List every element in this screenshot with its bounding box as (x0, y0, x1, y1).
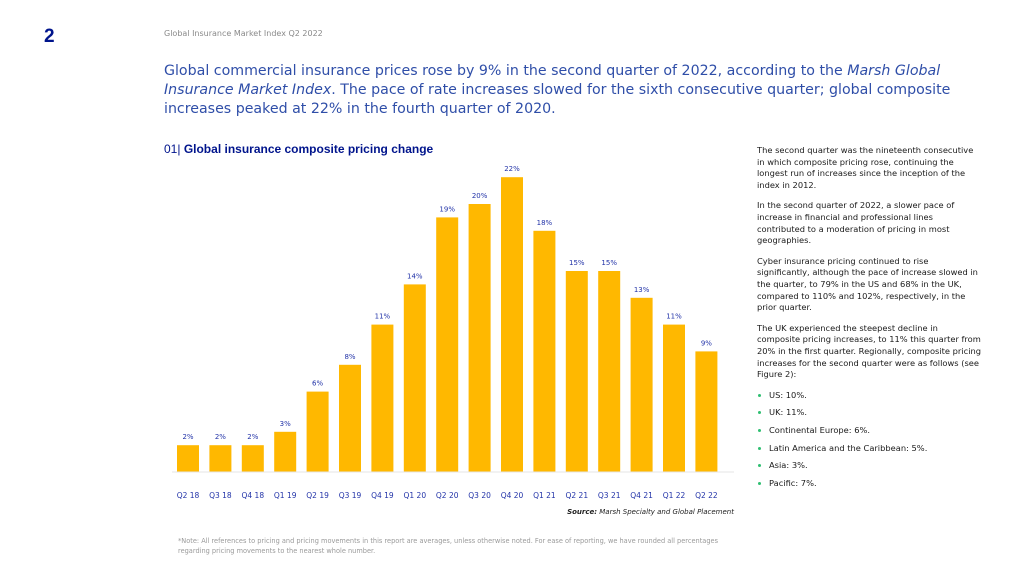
lead-text-1: Global commercial insurance prices rose … (164, 63, 848, 79)
bar-q4-19 (371, 324, 394, 472)
x-tick-label: Q1 21 (533, 491, 556, 500)
bar-q4-20 (501, 177, 523, 472)
bar-q2-21 (565, 271, 588, 472)
x-tick-label: Q1 22 (663, 491, 686, 500)
data-label: 11% (375, 313, 391, 321)
figure-title-text: Global insurance composite pricing chang… (183, 142, 434, 156)
x-tick-label: Q2 19 (306, 491, 329, 500)
list-item-text: Latin America and the Caribbean: 5%. (769, 442, 928, 453)
bullet-icon (758, 429, 761, 433)
data-label: 11% (666, 313, 682, 321)
list-item-text: Pacific: 7%. (769, 478, 817, 489)
data-label: 2% (182, 433, 193, 441)
data-label: 19% (439, 205, 455, 213)
x-tick-label: Q1 19 (274, 491, 297, 500)
x-tick-labels-group: Q2 18 Q3 18 Q4 18 Q1 19 Q2 19 Q3 19 Q4 19 Q1 20… (177, 491, 718, 500)
data-label: 2% (215, 433, 226, 441)
list-item: UK: 11%. (757, 407, 983, 419)
source-text: Marsh Specialty and Global Placement (597, 508, 734, 516)
bar-q2-18 (177, 445, 199, 472)
bar-q1-22 (663, 324, 685, 472)
sidebar-paragraph: In the second quarter of 2022, a slower … (757, 200, 955, 246)
list-item: Asia: 3%. (757, 460, 983, 472)
data-label: 13% (634, 286, 650, 294)
data-label: 20% (472, 192, 488, 200)
x-tick-label: Q3 19 (339, 491, 362, 500)
x-tick-label: Q2 22 (695, 491, 718, 500)
lead-paragraph: Global commercial insurance prices rose … (164, 62, 964, 119)
list-item-text: Asia: 3%. (769, 460, 808, 471)
x-tick-label: Q3 21 (598, 491, 621, 500)
bar-q2-22 (695, 351, 718, 472)
x-tick-label: Q4 19 (371, 491, 394, 500)
sidebar-paragraph: Cyber insurance pricing continued to ris… (757, 255, 978, 313)
bar-q2-20 (436, 217, 459, 472)
data-label: 18% (537, 219, 553, 227)
data-label: 9% (701, 339, 712, 347)
bar-q3-18 (209, 445, 232, 472)
x-tick-label: Q4 21 (630, 491, 653, 500)
x-tick-label: Q2 21 (565, 491, 588, 500)
data-label: 2% (247, 433, 258, 441)
data-label: 15% (569, 259, 585, 267)
bar-q4-18 (241, 445, 264, 472)
regional-pricing-list: US: 10%. UK: 11%. Continental Europe: 6%… (757, 390, 983, 490)
list-item: US: 10%. (757, 390, 983, 402)
list-item: Continental Europe: 6%. (757, 425, 983, 437)
x-tick-label: Q3 20 (468, 491, 491, 500)
bars-group (177, 177, 718, 472)
x-tick-label: Q3 18 (209, 491, 232, 500)
data-label: 3% (280, 420, 291, 428)
pricing-bar-chart: 2% 2% 2% 3% 6% 8% 11% 14% 19% 20% 22% 18% 15% 15% 13% 1… (172, 165, 734, 500)
bullet-icon (758, 393, 761, 397)
bar-q4-21 (630, 297, 653, 472)
bullet-icon (758, 482, 761, 486)
page-number: 2 (44, 26, 55, 47)
data-labels-group: 2% 2% 2% 3% 6% 8% 11% 14% 19% 20% 22% 18% 15% 15% 13% 1… (182, 165, 712, 441)
bar-q3-20 (468, 204, 491, 472)
bar-q3-21 (598, 271, 621, 472)
x-tick-label: Q2 18 (177, 491, 200, 500)
list-item-text: Continental Europe: 6%. (769, 425, 870, 436)
x-tick-label: Q2 20 (436, 491, 459, 500)
bar-q1-20 (403, 284, 426, 472)
x-tick-label: Q4 20 (501, 491, 524, 500)
list-item: Latin America and the Caribbean: 5%. (757, 443, 983, 455)
list-item: Pacific: 7%. (757, 478, 983, 490)
x-tick-label: Q4 18 (241, 491, 264, 500)
lead-index-name: Marsh Global Insurance Market Index (164, 63, 941, 98)
bar-q1-21 (533, 230, 556, 472)
sidebar-paragraph: The UK experienced the steepest decline … (757, 322, 982, 380)
footnote: *Note: All references to pricing and pri… (178, 537, 719, 555)
x-tick-label: Q1 20 (403, 491, 426, 500)
bullet-icon (758, 464, 761, 468)
chart-source: Source: Marsh Specialty and Global Place… (460, 508, 734, 516)
data-label: 15% (601, 259, 617, 267)
sidebar-paragraph: The second quarter was the nineteenth co… (757, 145, 974, 191)
data-label: 22% (504, 165, 520, 173)
bar-q3-19 (339, 364, 361, 472)
list-item-text: UK: 11%. (769, 407, 808, 418)
bar-q2-19 (306, 391, 329, 472)
source-label: Source: (567, 508, 598, 516)
sidebar-commentary: The second quarter was the nineteenth co… (757, 145, 983, 496)
data-label: 6% (312, 380, 323, 388)
lead-text-2: . The pace of rate increases slowed for … (164, 82, 951, 117)
bullet-icon (758, 446, 761, 450)
list-item-text: US: 10%. (769, 389, 807, 400)
data-label: 14% (407, 272, 423, 280)
data-label: 8% (344, 353, 355, 361)
figure-number: 01| (164, 142, 181, 156)
running-head: Global Insurance Market Index Q2 2022 (164, 29, 323, 38)
figure-title: 01| Global insurance composite pricing c… (164, 142, 433, 156)
bullet-icon (758, 411, 761, 415)
bar-q1-19 (274, 431, 297, 472)
